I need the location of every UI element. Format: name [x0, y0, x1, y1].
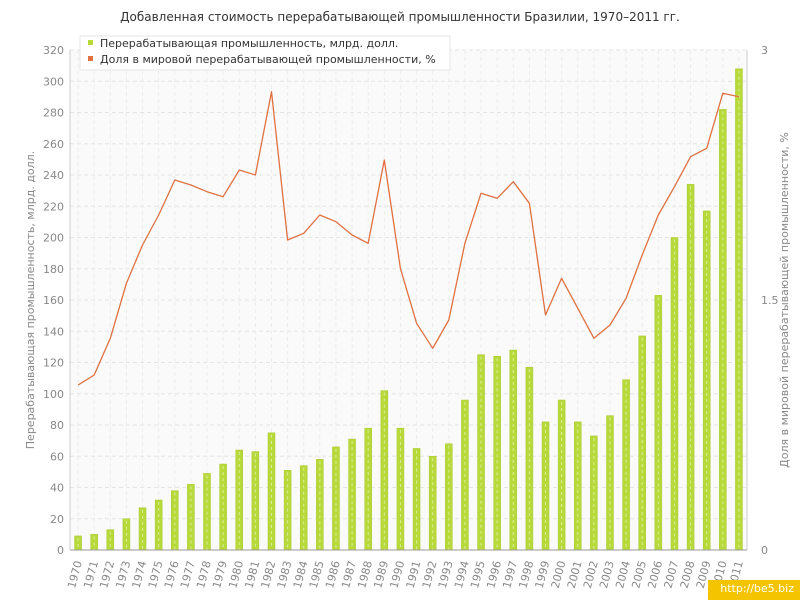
legend: Перерабатывающая промышленность, млрд. д… [79, 35, 451, 71]
axes [69, 50, 748, 551]
left-tick-label: 220 [43, 200, 64, 213]
bar [396, 427, 405, 551]
bar [735, 68, 743, 551]
right-tick-label: 3 [761, 44, 768, 57]
left-tick-label: 200 [43, 232, 64, 245]
line-series [77, 91, 740, 386]
left-axis-label: Перерабатывающая промышленность, млрд. д… [24, 151, 37, 449]
bar [154, 499, 163, 551]
x-axis-ticks: 1970197119721973197419751976197719781979… [65, 559, 746, 589]
legend-label-bars: Перерабатывающая промышленность, млрд. д… [100, 37, 398, 50]
bar [364, 427, 372, 551]
left-tick-label: 140 [43, 325, 64, 338]
left-tick-label: 60 [50, 450, 64, 463]
bar-series [74, 68, 743, 551]
legend-marker-line [88, 56, 93, 61]
left-tick-label: 240 [43, 169, 64, 182]
left-tick-label: 40 [50, 482, 64, 495]
bar [219, 463, 227, 551]
left-tick-label: 100 [43, 388, 64, 401]
bar [622, 379, 630, 551]
left-tick-label: 160 [43, 294, 64, 307]
line-path [77, 91, 740, 386]
right-axis-ticks: 01.53 [761, 44, 779, 557]
legend-label-line: Доля в мировой перерабатывающей промышле… [100, 53, 436, 66]
left-tick-label: 20 [50, 513, 64, 526]
watermark[interactable]: http://be5.biz [708, 580, 800, 600]
legend-marker-bars [88, 40, 93, 45]
right-tick-label: 1.5 [761, 294, 779, 307]
left-tick-label: 280 [43, 107, 64, 120]
left-tick-label: 0 [57, 544, 64, 557]
right-axis-label: Доля в мировой перерабатывающей промышле… [778, 132, 791, 468]
left-tick-label: 320 [43, 44, 64, 57]
right-tick-label: 0 [761, 544, 768, 557]
left-axis-ticks: 0 20 40 60 80 100 120 140 160 180 200 220 240 260 280 3… [43, 44, 64, 557]
chart-title: Добавленная стоимость перерабатывающей п… [120, 10, 680, 24]
left-tick-label: 260 [43, 138, 64, 151]
bar [299, 465, 308, 551]
left-tick-label: 80 [50, 419, 64, 432]
left-tick-label: 120 [43, 357, 64, 370]
left-tick-label: 180 [43, 263, 64, 276]
left-tick-label: 300 [43, 75, 64, 88]
